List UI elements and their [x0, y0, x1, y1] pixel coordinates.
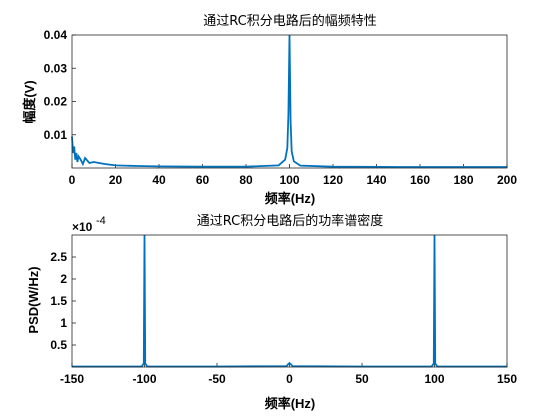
y-tick-label: 2.5 — [50, 250, 67, 264]
x-tick-label: 200 — [497, 173, 517, 187]
psd-plot: 通过RC积分电路后的功率谱密度 ×10 -4 0.511.522.5 -150-… — [26, 213, 517, 411]
y-tick-label: 0.02 — [44, 95, 68, 109]
y-tick-label: 1 — [60, 316, 67, 330]
x-tick-label: 50 — [355, 372, 369, 386]
x-tick-label: 180 — [453, 173, 473, 187]
y-tick-label: 0.03 — [44, 61, 68, 75]
plot2-y-axis-label: PSD(W/Hz) — [26, 266, 41, 333]
plot2-title: 通过RC积分电路后的功率谱密度 — [197, 213, 383, 229]
x-tick-label: -150 — [60, 372, 84, 386]
plot1-series-line — [71, 34, 507, 168]
plot1-y-axis-label: 幅度(V) — [22, 80, 37, 123]
y-tick-label: 0.04 — [44, 28, 68, 42]
y-tick-label: 2 — [60, 272, 67, 286]
x-tick-label: 140 — [366, 173, 386, 187]
x-tick-label: 0 — [69, 173, 76, 187]
plot2-exponent-base: ×10 — [72, 220, 93, 234]
y-tick-label: 0.01 — [44, 128, 68, 142]
x-tick-label: 120 — [323, 173, 343, 187]
y-tick-label: 0.5 — [50, 338, 67, 352]
plot1-title: 通过RC积分电路后的幅频特性 — [203, 13, 376, 29]
x-tick-label: 100 — [279, 173, 299, 187]
plot1-axes-box — [71, 34, 508, 169]
x-tick-label: -100 — [132, 372, 156, 386]
x-tick-label: 160 — [410, 173, 430, 187]
x-tick-label: -50 — [208, 372, 226, 386]
plot1-y-ticks: 0.01 0.02 0.03 0.04 — [44, 28, 76, 142]
plot2-exponent-power: -4 — [96, 215, 106, 227]
x-tick-label: 80 — [239, 173, 253, 187]
x-tick-label: 60 — [196, 173, 210, 187]
plot2-axes-box — [71, 234, 508, 368]
x-tick-label: 100 — [424, 372, 444, 386]
x-tick-label: 40 — [152, 173, 166, 187]
plot1-x-axis-label: 频率(Hz) — [265, 191, 316, 206]
plot2-exponent-label: ×10 -4 — [72, 215, 106, 234]
plot2-y-ticks: 0.5 1 1.5 2 2.5 — [50, 250, 76, 352]
amplitude-spectrum-plot: 通过RC积分电路后的幅频特性 0.01 0.02 0.03 0.04 0 20 40 60 8… — [22, 13, 517, 206]
plot2-x-ticks: -150 -100 -50 0 50 100 150 — [60, 363, 517, 386]
x-tick-label: 150 — [497, 372, 517, 386]
plot2-x-axis-label: 频率(Hz) — [265, 396, 316, 411]
y-tick-label: 1.5 — [50, 294, 67, 308]
x-tick-label: 0 — [286, 372, 293, 386]
x-tick-label: 20 — [109, 173, 123, 187]
